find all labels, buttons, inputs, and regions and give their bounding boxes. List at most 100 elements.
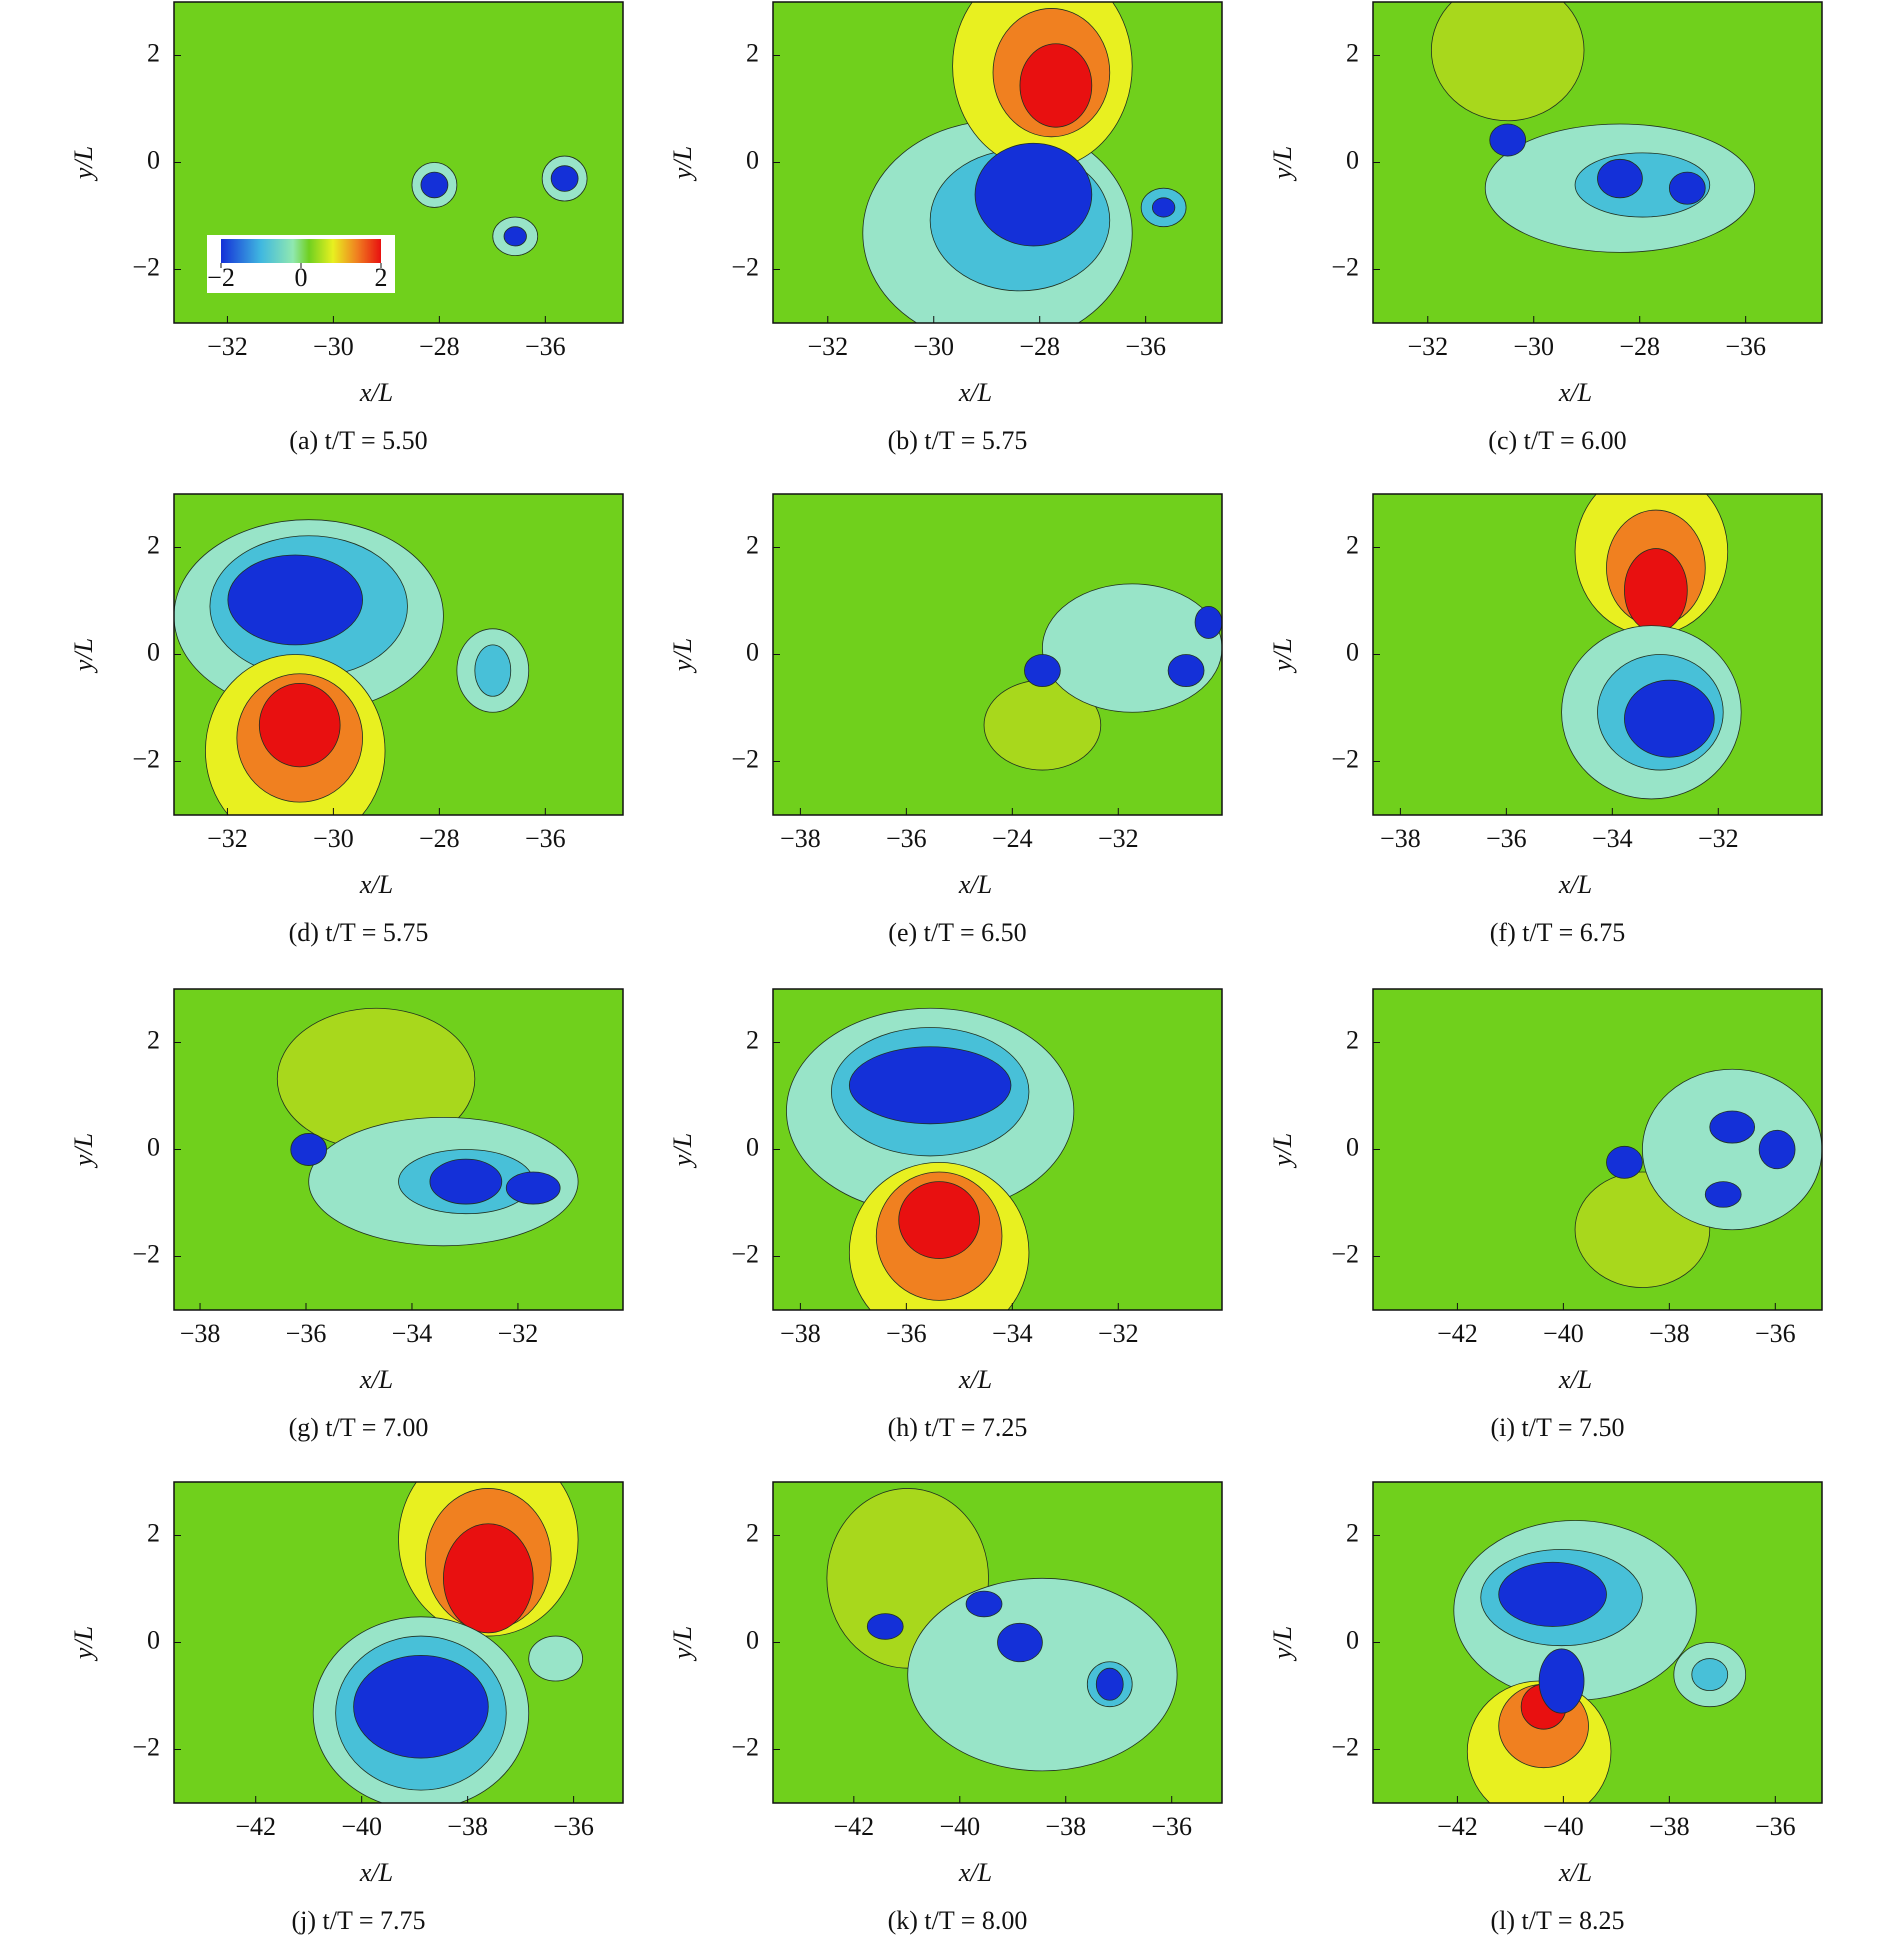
panel: −2 0 2 −32 −30 −28 −36 x/L y/L (d) t/T = 5.75 (69, 493, 624, 947)
y-tick-label: −2 (132, 1732, 160, 1761)
x-tick-label: −36 (886, 824, 927, 853)
x-tick-label: −38 (1380, 824, 1421, 853)
field (773, 989, 1222, 1310)
y-tick-label: 2 (1346, 530, 1359, 559)
y-tick-label: −2 (132, 1239, 160, 1268)
y-axis-label: y/L (668, 1626, 697, 1662)
y-tick-label: 2 (746, 38, 759, 67)
contour-region (898, 1181, 980, 1260)
x-axis-label: x/L (958, 1365, 992, 1394)
y-tick-label: 2 (746, 1518, 759, 1547)
caption: (j) t/T = 7.75 (291, 1906, 425, 1935)
contour-region (974, 142, 1093, 247)
x-tick-label: −38 (780, 1319, 821, 1348)
colorbar-label: 0 (295, 263, 308, 292)
y-tick-label: 2 (1346, 1025, 1359, 1054)
y-tick-label: 0 (1346, 1132, 1359, 1161)
panel: −2 0 2 −42 −40 −38 −36 x/L y/L (j) t/T = 7.75 (69, 1481, 624, 1935)
y-axis-label: y/L (1268, 1626, 1297, 1662)
x-tick-label: −40 (1543, 1319, 1584, 1348)
y-tick-label: 0 (147, 145, 160, 174)
caption: (a) t/T = 5.50 (289, 426, 427, 455)
x-tick-label: −40 (341, 1812, 382, 1841)
x-axis-label: x/L (359, 1858, 393, 1887)
y-axis-label: y/L (1268, 146, 1297, 182)
x-axis-label: x/L (1558, 1365, 1592, 1394)
caption: (g) t/T = 7.00 (289, 1413, 429, 1442)
x-tick-label: −32 (1098, 1319, 1139, 1348)
x-tick-label: −36 (1125, 332, 1166, 361)
x-tick-label: −36 (1755, 1319, 1796, 1348)
x-tick-label: −32 (807, 332, 848, 361)
x-axis-label: x/L (958, 1858, 992, 1887)
y-tick-label: 0 (746, 145, 759, 174)
x-tick-label: −28 (419, 824, 460, 853)
y-tick-label: −2 (1331, 1239, 1359, 1268)
x-axis-label: x/L (1558, 1858, 1592, 1887)
y-axis-label: y/L (668, 638, 697, 674)
contour-region (258, 682, 341, 768)
x-tick-label: −42 (833, 1812, 874, 1841)
x-tick-label: −30 (313, 332, 354, 361)
y-tick-label: 2 (147, 1518, 160, 1547)
x-tick-label: −34 (392, 1319, 433, 1348)
x-tick-label: −30 (313, 824, 354, 853)
contour-region (1758, 1129, 1796, 1170)
x-tick-label: −30 (1513, 332, 1554, 361)
x-tick-label: −32 (1098, 824, 1139, 853)
y-tick-label: −2 (132, 252, 160, 281)
y-axis-label: y/L (1268, 638, 1297, 674)
x-tick-label: −42 (1437, 1319, 1478, 1348)
contour-region (429, 1158, 503, 1205)
contour-region (866, 1613, 904, 1640)
x-tick-label: −38 (780, 824, 821, 853)
x-tick-label: −38 (1649, 1319, 1690, 1348)
x-tick-label: −32 (498, 1319, 539, 1348)
x-tick-label: −36 (553, 1812, 594, 1841)
field (773, 1482, 1222, 1803)
contour-region (1095, 1667, 1124, 1701)
y-tick-label: −2 (1331, 1732, 1359, 1761)
x-tick-label: −36 (1755, 1812, 1796, 1841)
panel: −2 0 2 −32 −30 −28 −36 x/L y/L (c) t/T = 6.00 (1268, 1, 1823, 455)
x-tick-label: −38 (1045, 1812, 1086, 1841)
y-tick-label: 0 (746, 1625, 759, 1654)
y-tick-label: 2 (147, 1025, 160, 1054)
x-tick-label: −38 (1649, 1812, 1690, 1841)
y-axis-label: y/L (668, 1133, 697, 1169)
contour-region (1019, 43, 1093, 128)
contour-region (474, 644, 512, 697)
contour-region (1024, 654, 1061, 687)
x-tick-label: −36 (1486, 824, 1527, 853)
y-tick-label: 2 (1346, 38, 1359, 67)
y-tick-label: 0 (1346, 145, 1359, 174)
field (174, 989, 623, 1310)
caption: (i) t/T = 7.50 (1490, 1413, 1624, 1442)
contour-region (1691, 1658, 1729, 1692)
contour-region (1194, 605, 1222, 639)
x-tick-label: −36 (886, 1319, 927, 1348)
x-tick-label: −36 (1151, 1812, 1192, 1841)
field (1373, 989, 1822, 1310)
contour-region (227, 554, 363, 646)
y-tick-label: 2 (746, 1025, 759, 1054)
x-axis-label: x/L (359, 378, 393, 407)
y-axis-label: y/L (69, 146, 98, 182)
x-axis-label: x/L (359, 1365, 393, 1394)
colorbar-label: 2 (375, 263, 388, 292)
y-tick-label: 0 (147, 637, 160, 666)
caption: (c) t/T = 6.00 (1488, 426, 1626, 455)
contour-region (1042, 583, 1222, 713)
caption: (h) t/T = 7.25 (888, 1413, 1028, 1442)
x-axis-label: x/L (958, 870, 992, 899)
x-tick-label: −42 (235, 1812, 276, 1841)
y-tick-label: 0 (746, 1132, 759, 1161)
y-tick-label: 0 (147, 1625, 160, 1654)
y-tick-label: −2 (132, 744, 160, 773)
panel: −2 0 2 −38 −36 −34 −32 x/L y/L (h) t/T = 7.25 (668, 988, 1223, 1442)
x-tick-label: −36 (1725, 332, 1766, 361)
colorbar-label: −2 (207, 263, 235, 292)
x-axis-label: x/L (1558, 378, 1592, 407)
contour-region (505, 1171, 561, 1205)
